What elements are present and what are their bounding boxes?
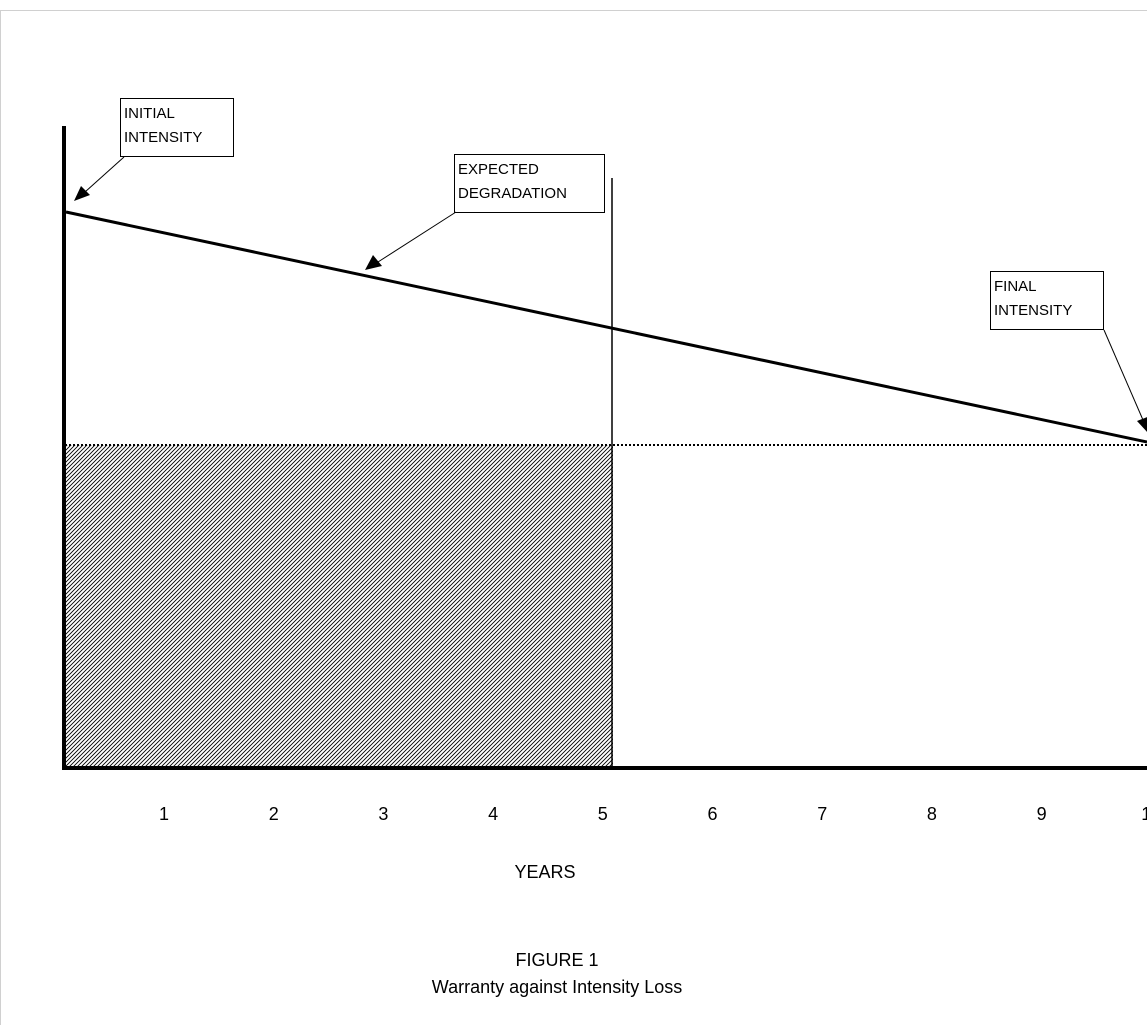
x-tick-label: 3 (378, 804, 388, 824)
initial-intensity-leader (84, 156, 125, 193)
x-tick-label: 6 (707, 804, 717, 824)
final-intensity-label-line1: FINAL (994, 278, 1037, 295)
x-tick-label: 1 (159, 804, 169, 824)
x-tick-label: 8 (927, 804, 937, 824)
warranty-shaded-region (65, 445, 613, 768)
x-tick-label: 9 (1037, 804, 1047, 824)
figure-frame (0, 10, 1147, 1025)
expected-degradation-label-line2: DEGRADATION (458, 185, 567, 202)
initial-intensity-box (120, 98, 234, 157)
final-intensity-label-line2: INTENSITY (994, 302, 1072, 319)
x-tick-label: 2 (269, 804, 279, 824)
final-intensity-arrow-icon (1137, 417, 1147, 432)
initial-intensity-label-line1: INITIAL (124, 105, 175, 122)
expected-degradation-arrow-icon (365, 255, 382, 270)
x-tick-label: 4 (488, 804, 498, 824)
expected-degradation-leader (377, 211, 457, 263)
final-intensity-box (990, 271, 1104, 330)
x-tick-label: 7 (817, 804, 827, 824)
figure-title: Warranty against Intensity Loss (432, 977, 682, 997)
x-tick-labels: 1 2 3 4 5 6 7 8 9 10 (159, 804, 1147, 824)
figure-number: FIGURE 1 (515, 950, 598, 970)
expected-degradation-box (454, 154, 605, 213)
initial-intensity-arrow-icon (74, 186, 90, 201)
initial-intensity-label-line2: INTENSITY (124, 129, 202, 146)
x-tick-label: 10 (1141, 804, 1147, 824)
expected-degradation-line (65, 210, 1147, 444)
x-tick-label: 5 (598, 804, 608, 824)
final-intensity-leader (1103, 329, 1144, 421)
expected-degradation-label-line1: EXPECTED (458, 161, 539, 178)
x-axis-label: YEARS (514, 862, 575, 882)
